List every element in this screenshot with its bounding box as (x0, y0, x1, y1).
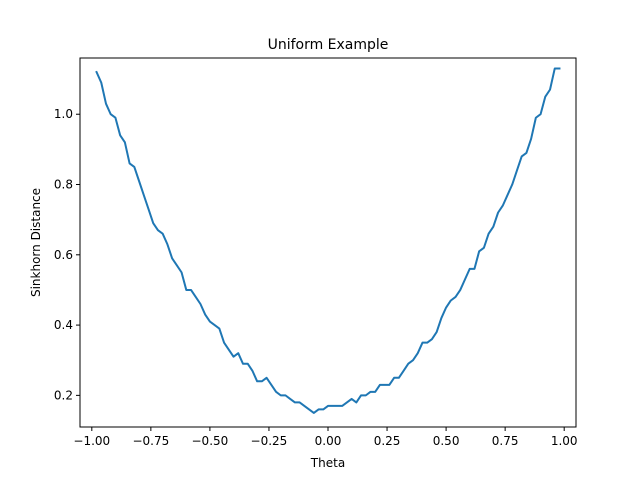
y-tick-label: 0.6 (54, 248, 73, 262)
x-axis: −1.00 −0.75 −0.50 −0.25 0.00 0.25 0.50 0.75 1.00 (73, 427, 578, 448)
x-tick-label: 1.00 (551, 434, 578, 448)
x-axis-label: Theta (310, 456, 345, 470)
x-tick-label: −0.50 (192, 434, 229, 448)
y-axis: 0.2 0.4 0.6 0.8 1.0 (54, 107, 80, 402)
y-axis-label: Sinkhorn Distance (29, 188, 43, 297)
y-tick-label: 0.8 (54, 178, 73, 192)
plot-area (95, 67, 561, 414)
y-tick-label: 0.2 (54, 388, 73, 402)
x-tick-label: −0.75 (132, 434, 169, 448)
chart-title: Uniform Example (268, 37, 389, 53)
y-tick-label: 0.4 (54, 318, 73, 332)
x-tick-label: 0.50 (433, 434, 460, 448)
x-tick-label: −0.25 (251, 434, 288, 448)
x-tick-label: 0.00 (315, 434, 342, 448)
series-line (95, 67, 561, 414)
x-tick-label: 0.75 (492, 434, 519, 448)
y-tick-label: 1.0 (54, 107, 73, 121)
x-tick-label: 0.25 (374, 434, 401, 448)
x-tick-label: −1.00 (73, 434, 110, 448)
